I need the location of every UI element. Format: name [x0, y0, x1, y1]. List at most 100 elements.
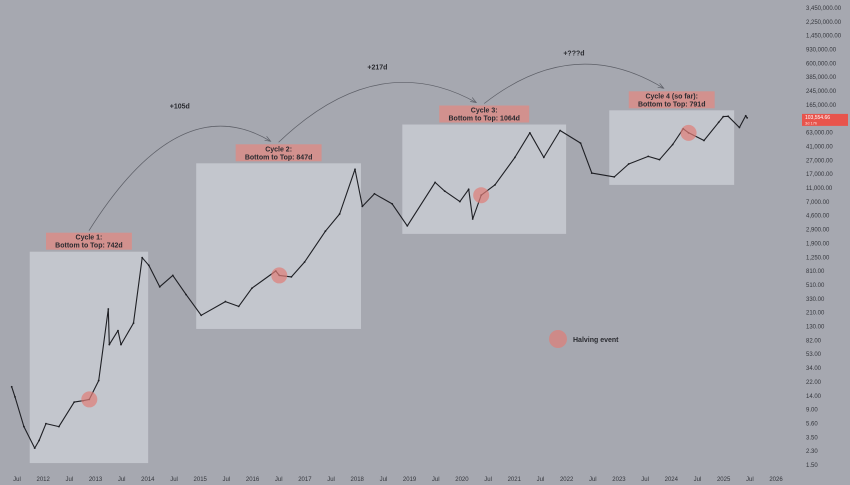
y-tick-label-8: 165,000.00 [806, 103, 837, 109]
price-tag-value: 103,554.66 [805, 115, 830, 121]
cycle-boxes [29, 110, 735, 464]
y-tick-label-19: 1,250.00 [806, 255, 830, 261]
legend-halving-marker [549, 330, 567, 348]
price-point-4 [33, 447, 36, 450]
x-tick-label-25: Jul [641, 477, 649, 483]
y-tick-label-13: 17,000.00 [806, 172, 833, 178]
x-tick-label-19: Jul [484, 477, 492, 483]
y-tick-label-31: 5.60 [806, 421, 818, 427]
cycle-arc-label-2: +217d [367, 65, 387, 72]
cycle-label-title-3: Cycle 3: [471, 108, 498, 115]
price-point-29 [303, 261, 306, 263]
price-point-22 [200, 314, 203, 317]
price-point-18 [147, 264, 150, 267]
price-point-19 [158, 285, 161, 288]
price-point-38 [443, 190, 446, 193]
x-tick-label-15: Jul [380, 477, 388, 483]
halving-markers [81, 124, 697, 408]
y-tick-label-3: 1,450,000.00 [806, 34, 842, 40]
cycle-label-box-4 [628, 91, 715, 109]
x-tick-label-16: 2019 [403, 477, 417, 483]
y-tick-label-12: 27,000.00 [806, 158, 833, 164]
price-point-33 [361, 205, 364, 208]
x-axis: Jul 2012 Jul 2013 Jul 2014 Jul 2015 Jul 2016 Jul 20… [13, 477, 783, 483]
cycle-label-detail-4: Bottom to Top: 791d [638, 101, 706, 108]
x-tick-label-3: Jul [66, 477, 74, 483]
x-tick-label-21: Jul [537, 477, 545, 483]
y-tick-label-24: 130.00 [806, 325, 825, 331]
x-tick-label-26: 2024 [665, 477, 679, 483]
price-point-7 [58, 425, 60, 428]
price-point-34 [373, 192, 376, 195]
y-tick-label-29: 14.00 [806, 394, 822, 400]
x-tick-label-29: Jul [746, 477, 754, 483]
price-point-63 [746, 117, 749, 119]
x-tick-label-14: 2018 [351, 477, 365, 483]
y-tick-label-27: 34.00 [806, 366, 822, 372]
price-point-30 [324, 230, 327, 233]
price-point-21 [185, 293, 187, 296]
x-tick-label-20: 2021 [508, 477, 522, 483]
price-point-48 [579, 142, 582, 145]
halving-marker-1 [81, 391, 98, 408]
price-point-53 [658, 158, 661, 161]
y-tick-label-23: 210.00 [806, 311, 825, 317]
y-tick-label-34: 1.50 [806, 463, 818, 469]
price-point-12 [107, 308, 110, 310]
y-tick-label-14: 11,000.00 [806, 186, 833, 192]
price-point-20 [171, 274, 174, 277]
halving-marker-2 [271, 267, 288, 284]
price-point-17 [141, 256, 144, 259]
cycle-arc-label-3: +???d [563, 50, 584, 57]
price-point-43 [494, 183, 496, 186]
y-tick-label-32: 3.50 [806, 435, 818, 441]
price-point-1 [10, 385, 13, 388]
x-tick-label-8: 2015 [194, 477, 208, 483]
y-tick-label-17: 2,900.00 [806, 228, 830, 234]
price-point-8 [73, 401, 76, 404]
legend: Halving event [549, 330, 619, 348]
price-point-23 [224, 300, 227, 303]
y-tick-label-10: 63,000.00 [806, 131, 833, 137]
x-tick-label-22: 2022 [560, 477, 574, 483]
cycle-arc-2 [278, 81, 477, 143]
y-tick-label-4: 930,000.00 [806, 48, 837, 54]
price-point-41 [471, 218, 474, 220]
x-tick-label-28: 2025 [717, 477, 731, 483]
cycle-arc-head-3 [657, 83, 665, 89]
y-tick-label-33: 2.30 [806, 449, 818, 455]
price-point-37 [434, 181, 436, 184]
price-point-36 [406, 225, 409, 227]
y-tick-label-2: 2,250,000.00 [806, 20, 842, 26]
cycle-arcs: +105d +217d +???d [88, 50, 665, 231]
x-tick-label-11: Jul [275, 477, 283, 483]
x-tick-label-9: Jul [223, 477, 231, 483]
halving-marker-3 [473, 187, 490, 204]
price-point-3 [23, 425, 25, 428]
price-point-5 [38, 439, 40, 442]
price-point-44 [513, 156, 516, 159]
cycle-label-title-2: Cycle 2: [265, 146, 292, 153]
x-tick-label-17: Jul [432, 477, 440, 483]
cycle-label-box-1 [45, 232, 132, 250]
x-tick-label-7: Jul [170, 477, 178, 483]
y-tick-label-21: 510.00 [806, 283, 825, 289]
cycle-label-detail-3: Bottom to Top: 1064d [448, 116, 519, 123]
price-point-35 [391, 202, 394, 205]
y-tick-label-25: 82.00 [806, 338, 822, 344]
cycle-label-title-1: Cycle 1: [76, 235, 103, 242]
cycle-arc-3 [483, 63, 664, 104]
price-point-61 [738, 126, 741, 129]
price-point-45 [528, 131, 531, 134]
price-point-50 [613, 175, 616, 178]
cycle-box-1 [29, 251, 149, 464]
x-tick-label-4: 2013 [89, 477, 103, 483]
x-tick-label-12: 2017 [298, 477, 312, 483]
price-point-49 [590, 172, 593, 175]
price-tag-countdown: 3d 17h [805, 120, 817, 125]
y-tick-label-22: 330.00 [806, 297, 825, 303]
price-point-62 [744, 114, 747, 117]
cycle-label-box-2 [235, 144, 322, 162]
x-tick-label-24: 2023 [612, 477, 626, 483]
